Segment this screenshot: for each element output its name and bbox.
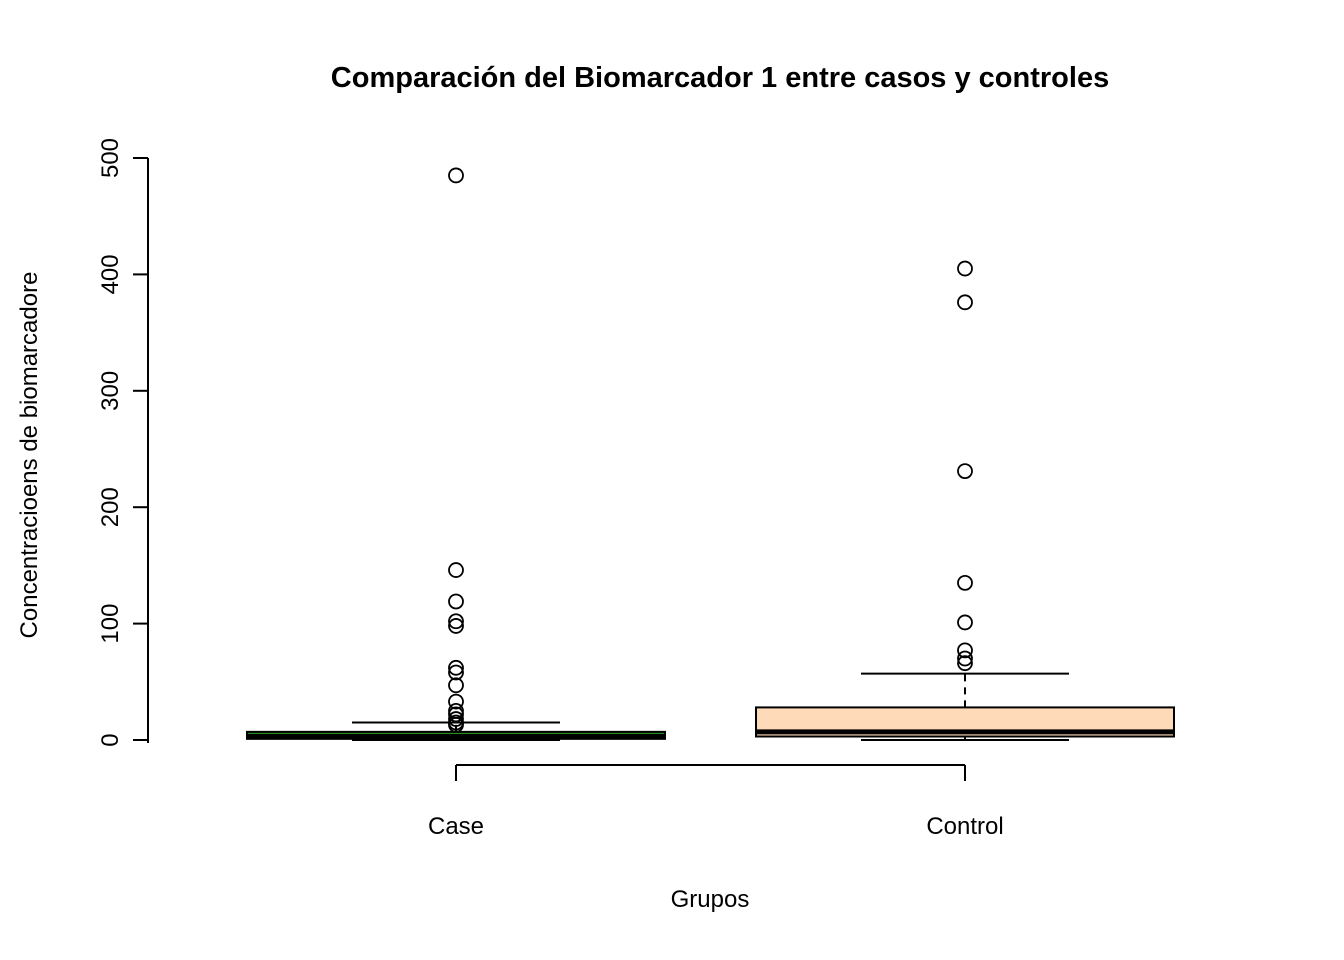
outlier-point-case xyxy=(448,703,464,719)
outlier-point-case xyxy=(448,613,464,630)
outlier-point-case xyxy=(448,677,464,694)
outlier-point-control xyxy=(957,650,973,667)
outlier-point-control xyxy=(957,463,973,480)
y-tick-label: 300 xyxy=(97,371,124,411)
outlier-point-case xyxy=(448,618,464,634)
outlier-point-case xyxy=(448,693,464,710)
outlier-point-case xyxy=(448,562,464,578)
outlier-point-control xyxy=(957,574,973,591)
y-tick-label: 0 xyxy=(97,733,124,746)
y-tick-label: 200 xyxy=(97,487,124,527)
y-tick-label: 500 xyxy=(97,138,124,178)
x-axis-title: Grupos xyxy=(670,886,750,913)
outlier-point-control xyxy=(957,294,973,311)
x-tick-label-case: Case xyxy=(428,813,484,840)
y-axis-title: Concentracioens de biomarcadore xyxy=(16,271,43,639)
outlier-point-case xyxy=(448,659,464,676)
outlier-point-case xyxy=(448,711,464,727)
y-tick-label: 100 xyxy=(97,604,124,644)
outlier-point-control xyxy=(957,614,973,631)
y-tick-label: 400 xyxy=(97,254,124,294)
x-tick-label-control: Control xyxy=(926,813,1003,840)
outlier-point-control xyxy=(957,260,973,277)
outlier-point-control xyxy=(957,655,973,672)
outlier-point-case xyxy=(448,593,464,610)
outlier-point-case xyxy=(448,664,464,681)
chart-title: Comparación del Biomarcador 1 entre caso… xyxy=(330,62,1110,94)
outlier-point-case xyxy=(448,167,464,184)
outlier-point-control xyxy=(957,642,973,659)
